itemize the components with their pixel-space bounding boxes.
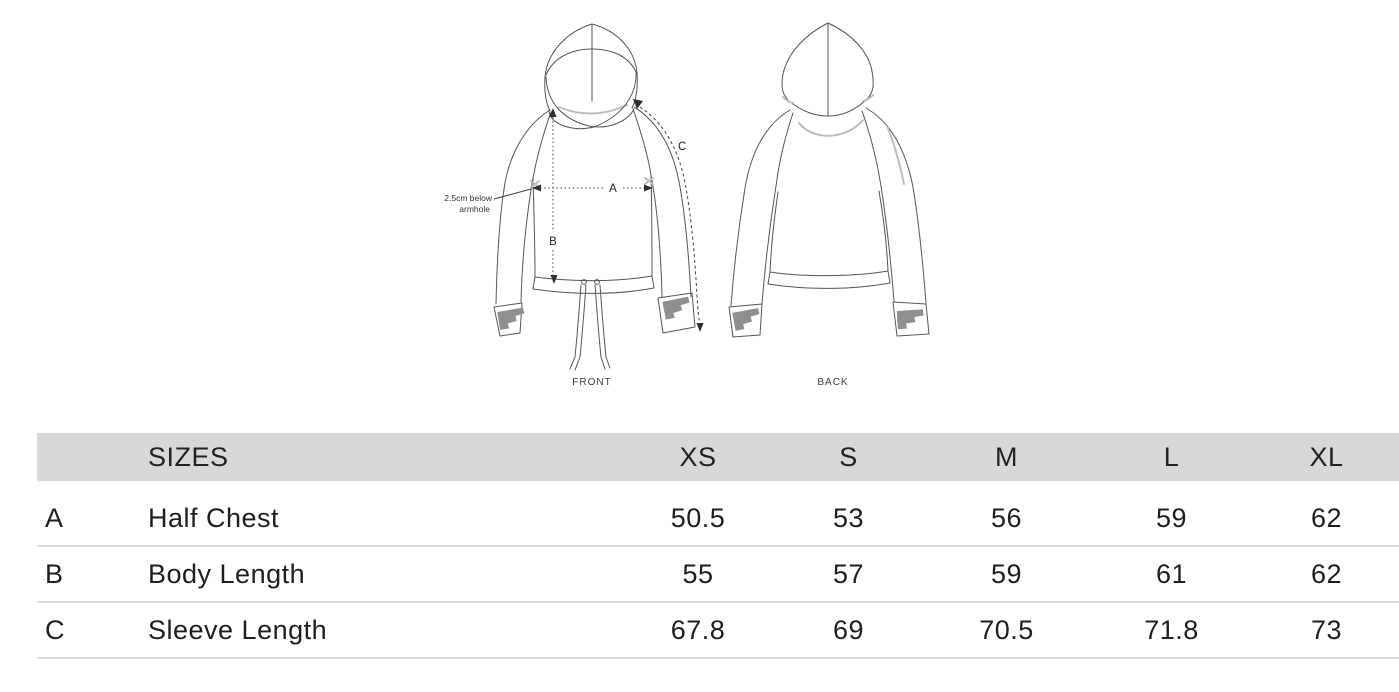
row-value-s: 57 (832, 558, 865, 589)
size-table: SIZES XS S M L XL A Half Chest 50.5 53 5… (37, 433, 1399, 659)
annotation-line-2: armhole (459, 204, 490, 214)
row-value-xs: 67.8 (670, 614, 726, 645)
row-value-m: 70.5 (979, 614, 1034, 645)
row-value-xl: 62 (1310, 502, 1343, 533)
measure-c-line: C (633, 99, 704, 332)
table-spacer (37, 481, 1399, 491)
header-col-xs: XS (679, 441, 717, 472)
header-sizes-label: SIZES (148, 441, 229, 472)
row-label: Half Chest (148, 502, 280, 533)
row-value-xl: 62 (1310, 558, 1343, 589)
table-row-half-chest: A Half Chest 50.5 53 56 59 62 (37, 491, 1399, 547)
annotation-line-1: 2.5cm below (444, 193, 493, 203)
back-view-label: BACK (817, 377, 848, 388)
measure-a-label: A (609, 183, 617, 195)
table-row-body-length: B Body Length 55 57 59 61 62 (37, 547, 1399, 603)
row-value-l: 59 (1155, 502, 1188, 533)
row-label: Sleeve Length (148, 614, 328, 645)
drawstrings (569, 279, 611, 371)
row-value-xs: 50.5 (670, 502, 726, 533)
armhole-annotation: 2.5cm below armhole (444, 188, 532, 214)
measure-c-label: C (678, 141, 686, 153)
front-view-label: FRONT (572, 377, 611, 388)
row-value-l: 61 (1155, 558, 1188, 589)
row-key: C (45, 614, 65, 645)
row-key: A (45, 502, 64, 533)
row-value-m: 56 (990, 502, 1023, 533)
row-key: B (45, 558, 64, 589)
measure-b-line: B (549, 108, 558, 284)
front-view (493, 23, 696, 371)
row-value-xl: 73 (1310, 614, 1343, 645)
row-value-m: 59 (990, 558, 1023, 589)
row-value-s: 53 (832, 502, 865, 533)
garment-diagram: A B C 2.5cm below armhole (444, 22, 930, 388)
header-col-l: L (1163, 441, 1180, 472)
row-value-l: 71.8 (1144, 614, 1199, 645)
header-col-xl: XL (1309, 441, 1344, 472)
measure-b-label: B (549, 236, 557, 248)
size-table-header-row: SIZES XS S M L XL (37, 433, 1399, 481)
table-row-sleeve-length: C Sleeve Length 67.8 69 70.5 71.8 73 (37, 603, 1399, 659)
header-col-s: S (839, 441, 858, 472)
row-value-s: 69 (832, 614, 865, 645)
header-col-m: M (995, 441, 1018, 472)
row-label: Body Length (148, 558, 306, 589)
row-value-xs: 55 (682, 558, 714, 589)
back-view (728, 22, 930, 338)
measure-a-line: A (532, 183, 653, 195)
